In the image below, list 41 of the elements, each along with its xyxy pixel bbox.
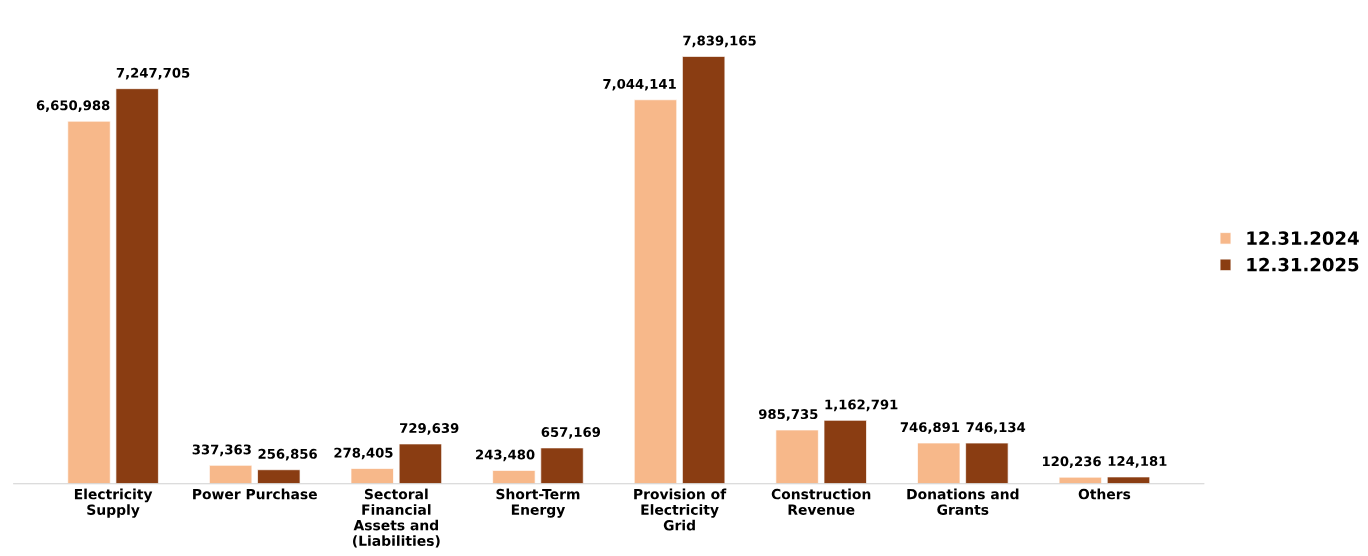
bar [633,99,678,484]
x-tick-label: Construction Revenue [771,488,871,515]
bar [492,470,536,484]
bar [257,469,301,484]
bar [115,88,159,484]
data-label: 7,247,705 [116,67,190,80]
bar [1106,476,1151,484]
bar [540,447,584,484]
data-label: 7,839,165 [683,35,756,48]
x-tick-label: Short-Term Energy [496,488,580,518]
data-label: 746,134 [966,422,1026,434]
bar [398,443,442,484]
legend-label: 12.31.2024 [1247,231,1359,245]
bar [67,120,111,484]
bar [823,419,867,484]
bar [209,464,253,484]
x-tick-label: Sectoral Financial Assets and (Liabilities) [353,488,440,548]
x-tick-label: Power Purchase [193,488,317,500]
bar [917,442,961,484]
data-label: 7,044,141 [603,78,676,91]
bar [965,442,1009,484]
bar [682,56,726,484]
data-label: 256,856 [258,448,317,461]
data-label: 6,650,988 [36,100,110,112]
data-label: 120,236 [1042,456,1101,468]
data-label: 124,181 [1108,456,1167,468]
data-label: 243,480 [476,449,535,462]
x-tick-label: Others [1078,488,1131,500]
bar [350,468,394,484]
legend-label: 12.31.2025 [1247,257,1359,272]
data-label: 657,169 [541,427,601,439]
x-tick-label: Provision of Electricity Grid [634,488,727,531]
data-label: 746,891 [900,422,960,434]
x-tick-label: Donations and Grants [907,488,1019,515]
data-label: 729,639 [400,423,459,435]
data-label: 985,735 [758,409,818,421]
x-tick-label: Electricity Supply [74,488,153,518]
bar [775,429,819,484]
data-label: 1,162,791 [825,399,898,412]
data-label: 337,363 [192,444,251,457]
data-label: 278,405 [334,447,393,460]
